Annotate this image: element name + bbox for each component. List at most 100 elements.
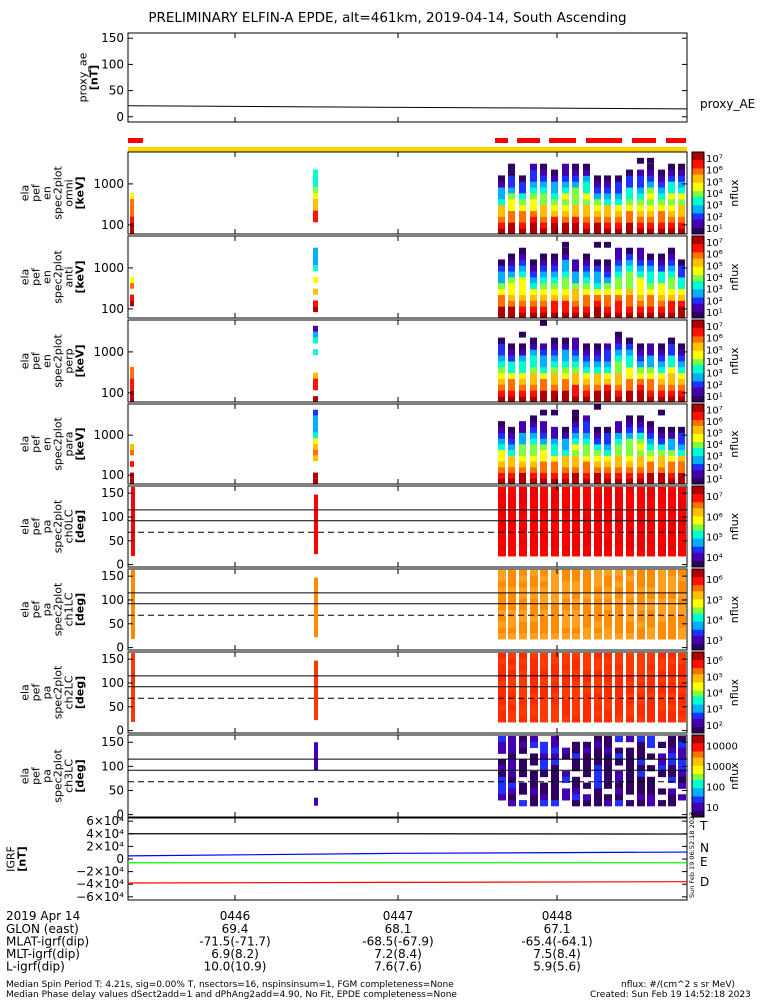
flux-cell: [562, 449, 569, 456]
colorbar-cell: [692, 371, 704, 374]
pa-cell: [519, 598, 527, 605]
colorbar-cell: [692, 548, 704, 552]
pa-cell: [540, 486, 548, 494]
flux-cell: [530, 277, 537, 284]
pa-cell: [583, 633, 591, 640]
flux-cell: [626, 432, 633, 439]
flux-cell: [678, 175, 685, 182]
flux-cell: [540, 187, 547, 194]
colorbar-cell: [692, 564, 704, 568]
pa-cell: [551, 592, 559, 600]
pa-cell: [668, 604, 676, 611]
colorbar-cell: [692, 593, 704, 596]
flux-cell: [562, 306, 569, 313]
flux-cell: [637, 181, 644, 188]
flux-cell: [604, 355, 611, 362]
pa-cell: [562, 681, 570, 688]
pa-cell: [498, 569, 506, 577]
pa-cell: [604, 664, 612, 671]
pa-cell: [615, 776, 623, 783]
pa-cell: [562, 704, 570, 711]
colorbar-cell: [692, 792, 704, 795]
flux-cell: [572, 337, 579, 344]
y-tick-label: 100: [101, 302, 124, 316]
colorbar-cell: [692, 197, 704, 200]
pa-cell: [626, 550, 634, 557]
flux-cell: [313, 432, 318, 439]
flux-cell: [551, 271, 558, 278]
pa-cell: [508, 633, 516, 640]
flux-cell: [519, 432, 526, 439]
pa-cell: [551, 716, 559, 723]
flux-cell: [647, 204, 654, 211]
flux-cell: [562, 466, 569, 473]
colorbar-cell: [692, 536, 704, 540]
colorbar-cell: [692, 629, 704, 633]
pa-cell: [530, 616, 538, 623]
colorbar-cell: [692, 601, 704, 604]
pa-cell: [572, 509, 580, 517]
colorbar-cell: [692, 605, 704, 608]
flux-cell: [658, 175, 665, 182]
flux-cell: [626, 361, 633, 368]
pa-cell: [626, 498, 634, 505]
pa-cell: [604, 550, 612, 557]
flux-cell: [551, 444, 558, 451]
flux-cell: [647, 384, 654, 391]
flux-cell: [530, 198, 537, 206]
pa-cell: [637, 658, 645, 665]
flux-cell: [647, 253, 654, 260]
colorbar-cell: [692, 635, 704, 639]
colorbar-cell: [692, 315, 704, 319]
colorbar-cell: [692, 373, 704, 376]
flux-cell: [540, 449, 547, 456]
pa-cell: [626, 521, 634, 528]
flux-cell: [572, 426, 579, 433]
colorbar-cell: [692, 389, 704, 393]
pa-cell: [583, 670, 591, 677]
colorbar-cell: [692, 377, 704, 380]
pa-cell: [626, 735, 634, 743]
pa-cell: [519, 521, 527, 528]
flux-cell: [658, 390, 665, 397]
flux-cell: [540, 259, 547, 266]
flux-cell: [604, 228, 611, 235]
pa-cell: [562, 710, 570, 717]
colorbar-cell: [692, 676, 704, 679]
pa-spectrogram-7: [131, 652, 686, 723]
pa-cell: [626, 515, 634, 522]
flux-cell: [530, 175, 537, 182]
colorbar-cell: [692, 528, 704, 532]
pa-cell: [678, 544, 686, 551]
axis-label-line: pef: [30, 766, 43, 785]
flux-cell: [594, 349, 601, 356]
colorbar-tick-label: 10²: [706, 463, 723, 474]
igrf-line-N: [127, 851, 688, 857]
flux-cell: [313, 300, 318, 307]
colorbar-cell: [692, 611, 704, 615]
pa-cell: [498, 533, 506, 540]
flux-cell: [615, 222, 622, 229]
pa-cell: [637, 621, 645, 628]
pa-cell: [508, 569, 516, 577]
pa-cell: [540, 538, 548, 545]
flux-cell: [658, 187, 665, 194]
flux-cell: [583, 306, 590, 313]
pa-cell: [678, 765, 686, 772]
pa-cell: [594, 498, 602, 505]
time-tick-label: 0447: [383, 909, 414, 923]
science-zone-bar: [128, 147, 687, 152]
flux-cell: [313, 216, 318, 223]
colorbar-tick-label: 10⁵: [706, 177, 723, 188]
pa-cell: [562, 610, 570, 617]
colorbar-cell: [692, 500, 704, 503]
pa-cell: [626, 776, 634, 783]
flux-cell: [130, 478, 134, 484]
pa-cell: [658, 509, 666, 517]
flux-cell: [668, 198, 675, 206]
flux-cell: [626, 259, 633, 266]
flux-cell: [508, 426, 515, 433]
flux-cell: [594, 222, 601, 229]
